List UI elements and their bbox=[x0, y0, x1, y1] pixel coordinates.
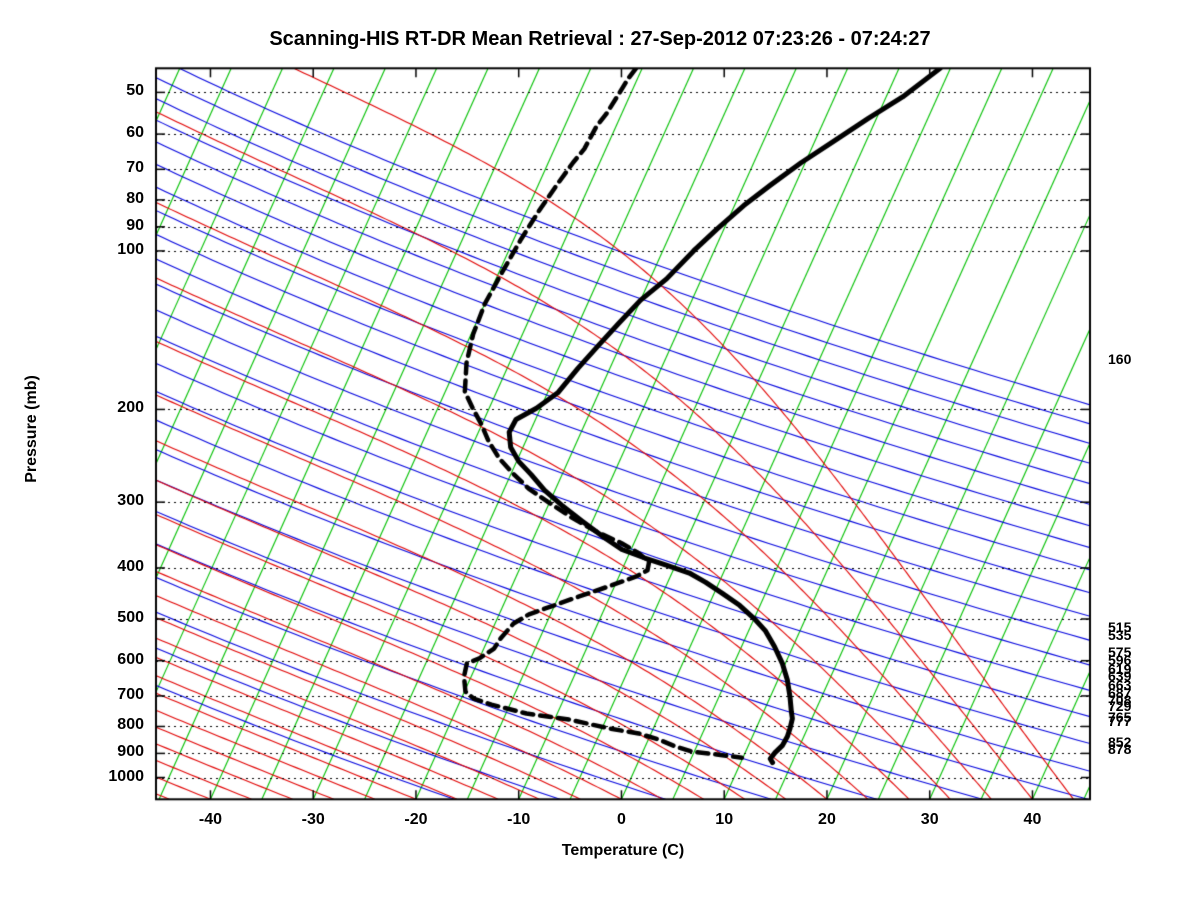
chart-title: Scanning-HIS RT-DR Mean Retrieval : 27-S… bbox=[269, 28, 931, 50]
temperature-tick--40: -40 bbox=[198, 811, 223, 829]
level-label-639: 639 bbox=[1108, 668, 1132, 685]
temperature-tick-20: 20 bbox=[818, 811, 836, 829]
level-label-765: 765 bbox=[1108, 709, 1132, 726]
temperature-tick--30: -30 bbox=[301, 811, 325, 829]
temperature-tick-30: 30 bbox=[920, 811, 939, 829]
level-label-515: 515 bbox=[1108, 618, 1132, 635]
pressure-tick-70: 70 bbox=[126, 159, 144, 177]
pressure-tick-600: 600 bbox=[117, 650, 144, 668]
level-label-852: 852 bbox=[1108, 733, 1132, 750]
temperature-tick-40: 40 bbox=[1023, 811, 1042, 829]
level-label-160: 160 bbox=[1108, 351, 1132, 368]
pressure-tick-500: 500 bbox=[117, 608, 144, 626]
temperature-tick-10: 10 bbox=[715, 811, 734, 829]
pressure-tick-90: 90 bbox=[126, 216, 144, 234]
level-label-729: 729 bbox=[1108, 698, 1132, 715]
level-label-777: 777 bbox=[1108, 712, 1132, 729]
level-label-663: 663 bbox=[1108, 676, 1132, 693]
pressure-tick-1000: 1000 bbox=[108, 767, 144, 785]
pressure-tick-100: 100 bbox=[117, 240, 144, 258]
level-label-708: 708 bbox=[1108, 691, 1132, 708]
pressure-tick-200: 200 bbox=[117, 399, 144, 417]
level-label-878: 878 bbox=[1108, 740, 1132, 757]
pressure-tick-400: 400 bbox=[117, 557, 144, 575]
temperature-tick-0: 0 bbox=[617, 811, 626, 829]
level-label-575: 575 bbox=[1108, 643, 1132, 660]
level-label-687: 687 bbox=[1108, 684, 1132, 701]
pressure-tick-300: 300 bbox=[117, 492, 144, 510]
pressure-tick-700: 700 bbox=[117, 685, 144, 703]
x-axis-label: Temperature (C) bbox=[561, 842, 685, 859]
y-axis-label: Pressure (mb) bbox=[23, 375, 40, 483]
pressure-tick-50: 50 bbox=[126, 82, 144, 100]
level-label-535: 535 bbox=[1108, 627, 1132, 644]
pressure-tick-800: 800 bbox=[117, 716, 144, 734]
temperature-tick--20: -20 bbox=[404, 811, 428, 829]
pressure-tick-80: 80 bbox=[126, 189, 144, 207]
pressure-tick-900: 900 bbox=[117, 743, 144, 761]
pressure-tick-60: 60 bbox=[126, 124, 144, 142]
temperature-tick--10: -10 bbox=[507, 811, 531, 829]
level-label-596: 596 bbox=[1108, 652, 1132, 669]
level-label-619: 619 bbox=[1108, 660, 1132, 677]
